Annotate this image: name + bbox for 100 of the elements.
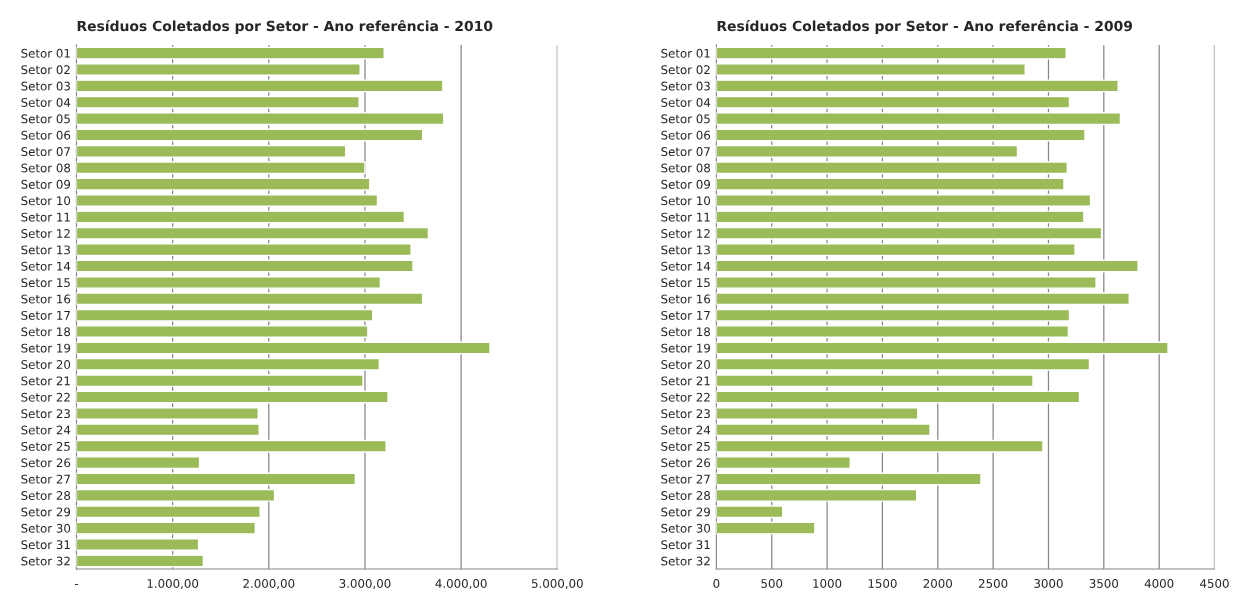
bar xyxy=(716,128,1086,142)
bar xyxy=(716,259,1139,273)
x-tick-label: 2.000,00 xyxy=(243,578,295,590)
bar xyxy=(716,226,1103,240)
bar xyxy=(76,456,201,470)
y-tick-label: Setor 19 xyxy=(661,343,710,353)
y-tick-label: Setor 14 xyxy=(21,261,71,271)
bar xyxy=(716,357,1091,371)
x-tick-label: 1500 xyxy=(868,578,897,588)
y-tick-label: Setor 27 xyxy=(21,474,70,484)
y-tick-label: Setor 18 xyxy=(661,327,711,337)
bar xyxy=(716,423,931,437)
y-tick-label: Setor 23 xyxy=(661,409,710,419)
y-tick-label: Setor 30 xyxy=(661,523,711,533)
x-tick-label: 5.000,00 xyxy=(531,578,583,590)
y-tick-label: Setor 07 xyxy=(21,147,70,157)
bar xyxy=(716,161,1068,175)
bar xyxy=(716,341,1169,355)
bar xyxy=(76,505,261,519)
bar xyxy=(76,259,414,273)
x-tick-label: 2500 xyxy=(978,578,1008,588)
bar xyxy=(76,374,364,388)
y-tick-label: Setor 21 xyxy=(21,376,70,386)
bar xyxy=(716,521,816,535)
y-tick-label: Setor 09 xyxy=(661,179,710,189)
bar xyxy=(716,456,852,470)
bar xyxy=(76,243,412,257)
bar xyxy=(716,325,1070,338)
y-tick-label: Setor 09 xyxy=(21,179,71,189)
bar xyxy=(716,505,784,519)
x-tick-label: 4000 xyxy=(1144,578,1174,588)
x-tick-label: 500 xyxy=(761,578,783,588)
bar xyxy=(76,488,276,502)
x-tick-label: 1.000,00 xyxy=(147,578,199,590)
bar xyxy=(76,521,257,535)
y-tick-label: Setor 05 xyxy=(661,114,710,124)
y-tick-label: Setor 25 xyxy=(21,441,70,451)
bar xyxy=(716,407,919,420)
bar xyxy=(716,144,1019,158)
chart-title: Resíduos Coletados por Setor - Ano referência - 2010 xyxy=(77,19,493,34)
x-tick-label: 2000 xyxy=(923,578,952,588)
bar xyxy=(76,226,430,240)
x-tick-label: - xyxy=(74,584,78,585)
y-tick-label: Setor 26 xyxy=(21,458,71,468)
y-tick-label: Setor 06 xyxy=(21,130,71,140)
bar xyxy=(76,538,200,551)
y-tick-label: Setor 17 xyxy=(661,310,710,320)
y-tick-label: Setor 02 xyxy=(661,65,710,75)
bar xyxy=(76,292,424,306)
y-tick-label: Setor 15 xyxy=(661,278,710,288)
y-tick-label: Setor 13 xyxy=(661,245,710,255)
bar xyxy=(76,112,445,126)
bar xyxy=(76,439,387,453)
y-tick-label: Setor 19 xyxy=(21,343,71,353)
bar xyxy=(76,144,347,158)
x-tick-label: 4500 xyxy=(1200,578,1229,588)
bar xyxy=(76,79,444,93)
bar xyxy=(76,357,381,371)
bar xyxy=(76,275,382,289)
bar xyxy=(76,210,406,224)
bar xyxy=(76,46,385,60)
bar xyxy=(76,554,205,568)
bar xyxy=(76,177,371,191)
bar xyxy=(716,63,1026,76)
y-tick-label: Setor 05 xyxy=(21,114,70,124)
y-tick-label: Setor 24 xyxy=(21,425,71,435)
y-tick-label: Setor 06 xyxy=(661,130,711,140)
bar xyxy=(76,128,424,142)
y-tick-label: Setor 14 xyxy=(661,261,711,271)
bar xyxy=(716,194,1092,207)
bar xyxy=(716,112,1122,126)
y-tick-label: Setor 08 xyxy=(661,163,711,173)
y-tick-label: Setor 01 xyxy=(21,48,70,58)
bar xyxy=(76,423,260,437)
y-tick-label: Setor 16 xyxy=(661,294,711,304)
x-tick-label: 0 xyxy=(713,578,720,588)
y-tick-label: Setor 10 xyxy=(661,196,711,206)
bar xyxy=(716,210,1085,224)
y-tick-label: Setor 04 xyxy=(21,97,71,107)
y-tick-label: Setor 04 xyxy=(661,97,711,107)
y-tick-label: Setor 02 xyxy=(21,65,70,75)
y-tick-label: Setor 10 xyxy=(21,196,71,206)
bar xyxy=(716,243,1076,257)
bar xyxy=(716,275,1097,289)
bar xyxy=(76,308,374,322)
y-tick-label: Setor 03 xyxy=(661,81,710,91)
y-tick-label: Setor 15 xyxy=(21,278,70,288)
y-tick-label: Setor 26 xyxy=(661,458,711,468)
x-tick-label: 1000 xyxy=(813,578,842,588)
bar xyxy=(716,439,1044,453)
bar xyxy=(76,341,491,355)
y-tick-label: Setor 29 xyxy=(21,507,71,517)
y-tick-label: Setor 30 xyxy=(21,523,71,533)
y-tick-label: Setor 16 xyxy=(21,294,71,304)
y-tick-label: Setor 22 xyxy=(661,392,710,402)
x-tick-label: 3500 xyxy=(1089,578,1119,588)
y-tick-label: Setor 27 xyxy=(661,474,710,484)
bar xyxy=(716,79,1119,93)
bar xyxy=(716,308,1071,322)
y-tick-label: Setor 28 xyxy=(21,491,71,500)
